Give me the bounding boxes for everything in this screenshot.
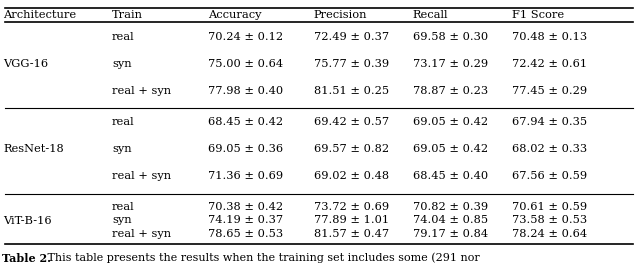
Text: 73.17 ± 0.29: 73.17 ± 0.29 xyxy=(413,59,488,69)
Text: Architecture: Architecture xyxy=(3,10,76,20)
Text: 69.58 ± 0.30: 69.58 ± 0.30 xyxy=(413,32,488,42)
Text: 78.24 ± 0.64: 78.24 ± 0.64 xyxy=(512,229,587,239)
Text: 69.05 ± 0.42: 69.05 ± 0.42 xyxy=(413,117,488,127)
Text: ResNet-18: ResNet-18 xyxy=(3,144,64,154)
Text: 81.57 ± 0.47: 81.57 ± 0.47 xyxy=(314,229,388,239)
Text: 75.77 ± 0.39: 75.77 ± 0.39 xyxy=(314,59,388,69)
Text: syn: syn xyxy=(112,59,132,69)
Text: 70.82 ± 0.39: 70.82 ± 0.39 xyxy=(413,202,488,212)
Text: syn: syn xyxy=(112,144,132,154)
Text: VGG-16: VGG-16 xyxy=(3,59,49,69)
Text: 79.17 ± 0.84: 79.17 ± 0.84 xyxy=(413,229,488,239)
Text: Precision: Precision xyxy=(314,10,367,20)
Text: 69.05 ± 0.36: 69.05 ± 0.36 xyxy=(208,144,283,154)
Text: real + syn: real + syn xyxy=(112,171,171,181)
Text: 69.57 ± 0.82: 69.57 ± 0.82 xyxy=(314,144,388,154)
Text: real: real xyxy=(112,202,134,212)
Text: 71.36 ± 0.69: 71.36 ± 0.69 xyxy=(208,171,283,181)
Text: Table 2.: Table 2. xyxy=(2,253,51,263)
Text: real: real xyxy=(112,117,134,127)
Text: 69.42 ± 0.57: 69.42 ± 0.57 xyxy=(314,117,388,127)
Text: 68.02 ± 0.33: 68.02 ± 0.33 xyxy=(512,144,587,154)
Text: 78.65 ± 0.53: 78.65 ± 0.53 xyxy=(208,229,283,239)
Text: Train: Train xyxy=(112,10,143,20)
Text: 74.19 ± 0.37: 74.19 ± 0.37 xyxy=(208,215,283,225)
Text: 69.02 ± 0.48: 69.02 ± 0.48 xyxy=(314,171,388,181)
Text: 68.45 ± 0.42: 68.45 ± 0.42 xyxy=(208,117,283,127)
Text: 68.45 ± 0.40: 68.45 ± 0.40 xyxy=(413,171,488,181)
Text: real + syn: real + syn xyxy=(112,229,171,239)
Text: 70.38 ± 0.42: 70.38 ± 0.42 xyxy=(208,202,283,212)
Text: 70.24 ± 0.12: 70.24 ± 0.12 xyxy=(208,32,283,42)
Text: 77.89 ± 1.01: 77.89 ± 1.01 xyxy=(314,215,388,225)
Text: 72.42 ± 0.61: 72.42 ± 0.61 xyxy=(512,59,587,69)
Text: 77.98 ± 0.40: 77.98 ± 0.40 xyxy=(208,86,283,96)
Text: 77.45 ± 0.29: 77.45 ± 0.29 xyxy=(512,86,587,96)
Text: 75.00 ± 0.64: 75.00 ± 0.64 xyxy=(208,59,283,69)
Text: 73.72 ± 0.69: 73.72 ± 0.69 xyxy=(314,202,388,212)
Text: real: real xyxy=(112,32,134,42)
Text: 70.61 ± 0.59: 70.61 ± 0.59 xyxy=(512,202,587,212)
Text: 81.51 ± 0.25: 81.51 ± 0.25 xyxy=(314,86,388,96)
Text: 69.05 ± 0.42: 69.05 ± 0.42 xyxy=(413,144,488,154)
Text: 73.58 ± 0.53: 73.58 ± 0.53 xyxy=(512,215,587,225)
Text: Recall: Recall xyxy=(413,10,448,20)
Text: 67.56 ± 0.59: 67.56 ± 0.59 xyxy=(512,171,587,181)
Text: 72.49 ± 0.37: 72.49 ± 0.37 xyxy=(314,32,388,42)
Text: 67.94 ± 0.35: 67.94 ± 0.35 xyxy=(512,117,587,127)
Text: 70.48 ± 0.13: 70.48 ± 0.13 xyxy=(512,32,587,42)
Text: This table presents the results when the training set includes some (291 nor: This table presents the results when the… xyxy=(44,253,480,263)
Text: syn: syn xyxy=(112,215,132,225)
Text: Accuracy: Accuracy xyxy=(208,10,262,20)
Text: F1 Score: F1 Score xyxy=(512,10,564,20)
Text: 78.87 ± 0.23: 78.87 ± 0.23 xyxy=(413,86,488,96)
Text: ViT-B-16: ViT-B-16 xyxy=(3,215,52,225)
Text: 74.04 ± 0.85: 74.04 ± 0.85 xyxy=(413,215,488,225)
Text: real + syn: real + syn xyxy=(112,86,171,96)
